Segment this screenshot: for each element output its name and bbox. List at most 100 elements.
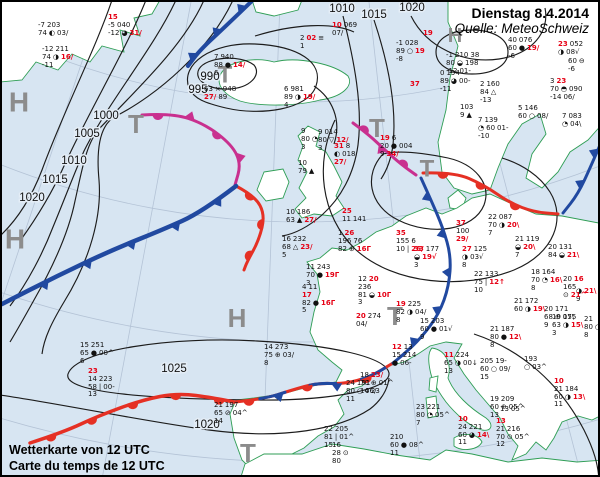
pressure-center-T: T: [240, 438, 256, 468]
land-iceland: [218, 59, 350, 106]
land-greenland: [2, 2, 160, 83]
isobar-line: [41, 2, 233, 355]
isobar-line: [370, 151, 487, 230]
pressure-center-H: H: [228, 303, 247, 333]
isobar-line: [373, 19, 395, 180]
isobar-label: 995: [188, 84, 207, 96]
front-symbol-semi: [244, 250, 253, 262]
isobar-line: [9, 2, 176, 307]
front-symbol-tri: [575, 179, 585, 190]
land-scandinavia: [437, 2, 598, 195]
isobar-line: [254, 25, 355, 37]
isobar-label: 1000: [93, 110, 119, 122]
isobar-label: 1020: [399, 2, 425, 14]
land-corsica: [428, 375, 439, 393]
isobar-line: [281, 15, 360, 237]
front-symbol-tri: [441, 267, 451, 279]
pressure-center-T: T: [387, 301, 403, 331]
pressure-center-H: H: [448, 25, 462, 47]
front-symbol-tri: [236, 152, 246, 164]
cold-atlantic-front: [2, 183, 239, 307]
isobar-label: 1015: [42, 174, 68, 186]
front-symbol-tri: [212, 197, 222, 207]
front-symbol-tri: [184, 111, 195, 121]
front-symbol-semi: [170, 394, 182, 401]
map-date: Dienstag 8.4.2014: [471, 5, 589, 21]
isobar-line: [2, 2, 112, 235]
isobar-label: 1015: [361, 9, 387, 21]
front-symbol-semi: [45, 434, 57, 442]
front-symbol-semi: [257, 219, 264, 231]
isobar-label: 1010: [329, 3, 355, 15]
front-symbol-semi: [398, 159, 408, 169]
front-symbol-tri: [432, 305, 442, 316]
isobar-line: [313, 85, 338, 145]
front-symbol-tri: [187, 52, 198, 62]
front-symbol-tri: [81, 259, 92, 270]
front-symbol-semi: [212, 130, 222, 140]
warm-southwest-front: [28, 392, 236, 445]
land-italy: [428, 347, 492, 431]
occluded-norway-front: [351, 121, 418, 177]
footer-line-fr: Carte du temps de 12 UTC: [9, 459, 165, 474]
isobar-line: [410, 7, 547, 61]
isobar-line: [186, 43, 318, 112]
land-ireland: [256, 168, 290, 202]
isobar-line: [473, 333, 598, 475]
isobar-line: [435, 29, 509, 75]
pressure-centers-layer: H H H H T T T T T T: [5, 25, 462, 468]
pressure-center-T: T: [369, 113, 385, 143]
front-symbol-semi: [360, 375, 372, 383]
map-source: Quelle: MeteoSchweiz: [454, 21, 589, 36]
front-symbol-semi: [127, 402, 139, 410]
isobar-line: [2, 377, 390, 435]
front-symbol-tri: [38, 280, 49, 290]
pressure-center-H: H: [9, 87, 29, 118]
warm-east-front: [421, 171, 560, 216]
footer-line-de: Wetterkarte von 12 UTC: [9, 443, 150, 457]
pressure-center-H: H: [5, 224, 25, 255]
front-symbol-tri: [331, 383, 343, 392]
front-symbol-tri: [170, 221, 181, 232]
front-symbol-tri: [377, 144, 387, 154]
cold-greenland-front: [186, 2, 254, 68]
front-symbol-semi: [509, 202, 521, 211]
map-title: Dienstag 8.4.2014 Quelle: MeteoSchweiz: [455, 5, 589, 36]
front-symbol-tri: [421, 191, 432, 202]
isobar-line: [9, 2, 204, 343]
front-symbol-semi: [244, 191, 255, 201]
front-symbol-semi: [243, 399, 255, 406]
front-symbol-semi: [475, 181, 486, 190]
isobar-line: [322, 119, 558, 283]
isobar-line: [19, 2, 146, 242]
isobar-line: [197, 57, 257, 90]
cold-northeast-front: [561, 145, 598, 215]
occluded-west-front: [140, 111, 246, 187]
front-symbol-tri: [212, 27, 223, 37]
front-symbol-tri: [588, 148, 598, 159]
pressure-center-T: T: [128, 109, 144, 139]
cold-europe-front: [391, 176, 452, 365]
isobar-label: 1005: [74, 128, 100, 140]
land-sardinia: [425, 395, 439, 419]
front-symbol-tri: [125, 240, 136, 250]
front-symbol-semi: [152, 114, 164, 120]
front-symbol-semi: [86, 417, 98, 425]
land-sicily: [453, 434, 483, 450]
land-arctic-island: [252, 2, 302, 17]
isobar-label: 1010: [61, 155, 87, 167]
front-symbol-tri: [237, 4, 247, 14]
warm-wave-front: [234, 184, 265, 272]
front-symbol-tri: [409, 337, 420, 347]
map-footer: Wetterkarte von 12 UTC Carte du temps de…: [9, 442, 165, 475]
land-north-africa: [241, 443, 598, 475]
front-symbol-semi: [437, 172, 449, 179]
front-symbol-tri: [273, 392, 284, 403]
pressure-center-T: T: [218, 62, 233, 89]
isobar-label: 990: [200, 71, 219, 83]
front-symbol-semi: [359, 125, 369, 135]
fronts-layer: [2, 2, 598, 445]
